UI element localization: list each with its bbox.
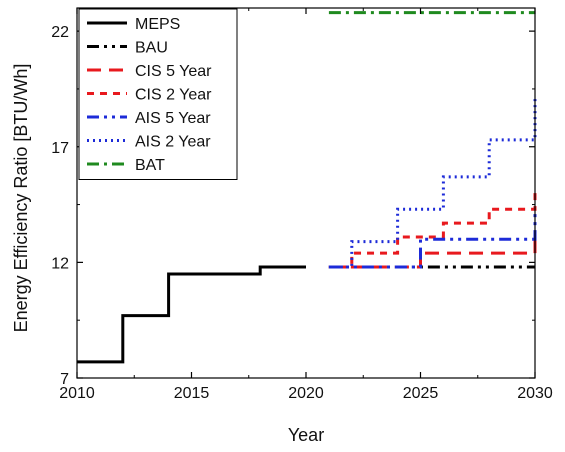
x-tick-label: 2020 [288,385,324,402]
y-axis-title: Energy Efficiency Ratio [BTU/Wh] [11,64,31,333]
legend-label-bau: BAU [135,40,168,57]
legend-label-meps: MEPS [135,16,180,33]
x-axis-title: Year [288,425,324,445]
series-line-ais-5-year [328,209,537,269]
y-tick-label: 12 [51,255,69,272]
y-tick-label: 22 [51,24,69,41]
legend: MEPS BAU CIS 5 Year CIS 2 Year AIS 5 Year AIS… [78,8,238,180]
legend-label-cis-2-year: CIS 2 Year [135,87,212,104]
x-tick-label: 2030 [517,385,553,402]
y-tick-label: 7 [60,371,69,388]
legend-label-bat: BAT [135,157,165,174]
series-line-meps [77,265,306,364]
legend-label-ais-2-year: AIS 2 Year [135,134,211,151]
series-line-cis-2-year [328,193,537,269]
x-tick-label: 2015 [174,385,210,402]
y-tick-label: 17 [51,140,69,157]
series-line-cis-5-year [328,232,537,269]
legend-label-cis-5-year: CIS 5 Year [135,63,212,80]
x-tick-label: 2010 [59,385,95,402]
series-layer [77,11,537,364]
ticks-layer: 2010 2015 2020 2025 2030 7 12 17 22 [51,8,553,402]
x-tick-label: 2025 [403,385,439,402]
legend-label-ais-5-year: AIS 5 Year [135,110,211,127]
series-line-ais-2-year [328,98,537,269]
